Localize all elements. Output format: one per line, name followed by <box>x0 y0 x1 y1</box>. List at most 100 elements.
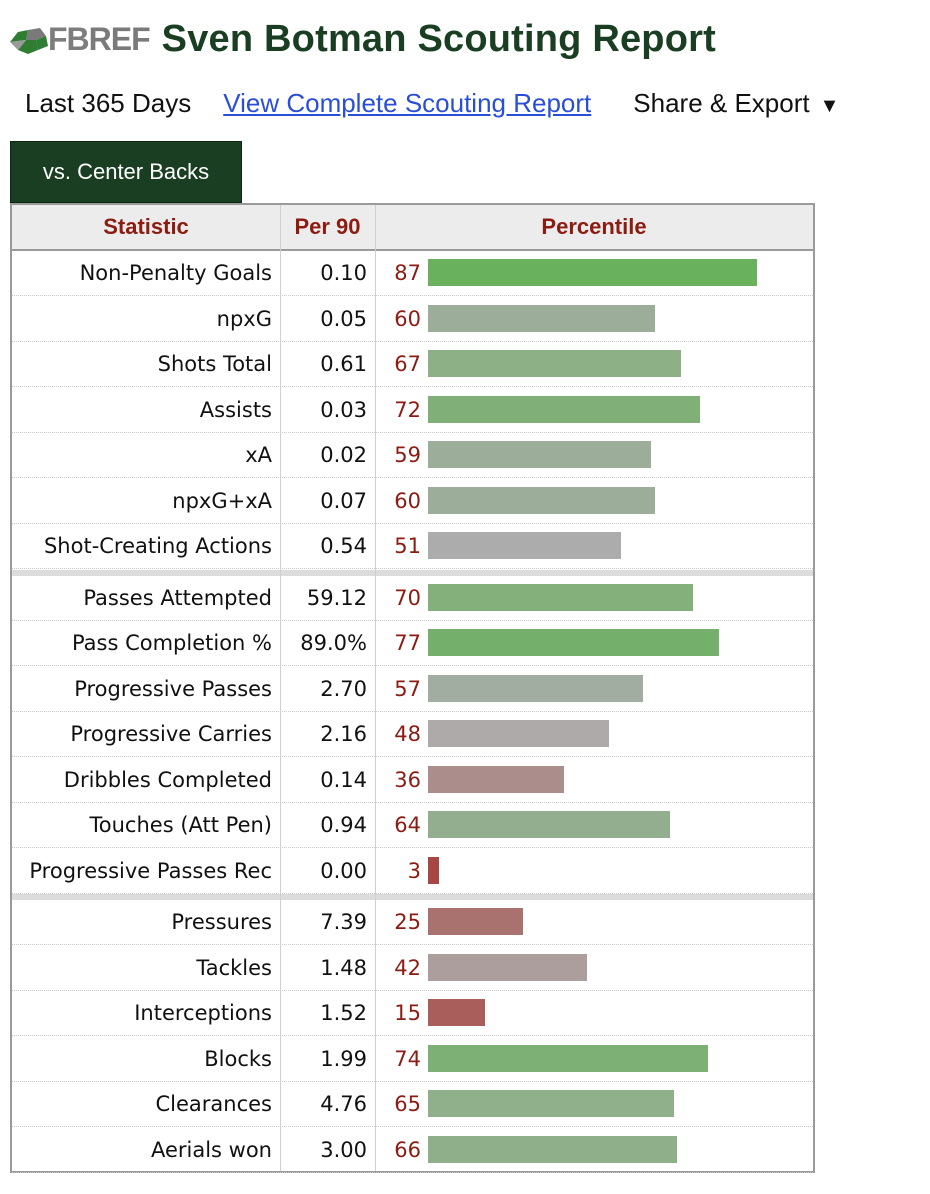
per90-value: 0.14 <box>320 767 367 792</box>
stat-name: Interceptions <box>134 1001 272 1025</box>
per90-value: 1.52 <box>320 1001 367 1025</box>
share-export-label: Share & Export <box>633 87 810 118</box>
per90-value: 1.48 <box>320 955 367 980</box>
group-separator <box>12 894 813 900</box>
percentile-value: 36 <box>394 767 421 792</box>
percentile-value: 64 <box>394 813 421 837</box>
table-row: Passes Attempted 59.12 70 <box>12 576 813 621</box>
scouting-table: Statistic Per 90 Percentile Non-Penalty … <box>10 203 815 1173</box>
percentile-bar <box>428 720 609 747</box>
percentile-value: 59 <box>394 443 421 467</box>
share-export-menu[interactable]: Share & Export ▼ <box>633 88 839 119</box>
table-row: Shot-Creating Actions 0.54 51 <box>12 524 813 569</box>
stat-name: Touches (Att Pen) <box>89 813 272 837</box>
table-row: Interceptions 1.52 15 <box>12 991 813 1036</box>
report-subbar: Last 365 Days View Complete Scouting Rep… <box>25 86 910 120</box>
column-divider <box>375 205 376 1171</box>
percentile-bar <box>428 953 587 981</box>
table-row: Progressive Passes 2.70 57 <box>12 667 813 712</box>
percentile-value: 74 <box>394 1046 421 1071</box>
percentile-value: 67 <box>394 352 421 376</box>
stat-name: Non-Penalty Goals <box>79 261 272 285</box>
page-title: Sven Botman Scouting Report <box>161 18 716 60</box>
stat-name: Pressures <box>171 910 272 934</box>
stat-name: Tackles <box>196 955 272 980</box>
chevron-down-icon: ▼ <box>819 94 840 117</box>
stat-name: xA <box>245 443 272 467</box>
table-row: npxG 0.05 60 <box>12 297 813 342</box>
page-header: FBREF Sven Botman Scouting Report <box>8 14 716 64</box>
per90-value: 7.39 <box>320 910 367 934</box>
percentile-value: 51 <box>394 534 421 558</box>
table-row: Dribbles Completed 0.14 36 <box>12 758 813 803</box>
per90-value: 2.70 <box>320 676 367 701</box>
table-row: Aerials won 3.00 66 <box>12 1128 813 1173</box>
table-row: Progressive Carries 2.16 48 <box>12 712 813 757</box>
stat-name: Progressive Passes <box>74 676 272 701</box>
group-separator <box>12 569 813 576</box>
percentile-bar <box>428 674 643 702</box>
table-row: Non-Penalty Goals 0.10 87 <box>12 251 813 296</box>
per90-value: 0.94 <box>320 813 367 837</box>
table-row: Blocks 1.99 74 <box>12 1037 813 1082</box>
stat-name: Clearances <box>155 1092 272 1116</box>
stat-name: Passes Attempted <box>83 585 272 610</box>
period-label: Last 365 Days <box>25 87 192 118</box>
percentile-value: 87 <box>394 261 421 285</box>
percentile-bar <box>428 908 523 935</box>
tab-center-backs[interactable]: vs. Center Backs <box>10 141 242 203</box>
per90-value: 3.00 <box>320 1137 367 1162</box>
table-row: Touches (Att Pen) 0.94 64 <box>12 803 813 848</box>
percentile-value: 15 <box>394 1001 421 1025</box>
stat-name: Progressive Passes Rec <box>29 858 272 883</box>
per90-value: 0.03 <box>320 397 367 422</box>
table-row: xA 0.02 59 <box>12 433 813 478</box>
header-statistic[interactable]: Statistic <box>103 214 189 239</box>
percentile-bar <box>428 1044 708 1072</box>
header-percentile[interactable]: Percentile <box>541 214 647 239</box>
percentile-bar <box>428 350 681 377</box>
percentile-value: 60 <box>394 306 421 331</box>
table-row: Assists 0.03 72 <box>12 388 813 433</box>
header-per90[interactable]: Per 90 <box>294 214 361 239</box>
stat-name: npxG <box>216 306 272 331</box>
soccer-ball-icon <box>10 28 48 54</box>
percentile-value: 60 <box>394 488 421 513</box>
percentile-value: 3 <box>407 858 421 883</box>
percentile-bar <box>428 1090 674 1117</box>
percentile-value: 70 <box>394 585 421 610</box>
percentile-bar <box>428 259 757 286</box>
per90-value: 89.0% <box>300 631 367 655</box>
per90-value: 0.10 <box>320 261 367 285</box>
percentile-bar <box>428 441 651 468</box>
percentile-value: 72 <box>394 397 421 422</box>
per90-value: 0.05 <box>320 306 367 331</box>
percentile-value: 57 <box>394 676 421 701</box>
table-row: Pressures 7.39 25 <box>12 900 813 945</box>
stat-name: Pass Completion % <box>71 631 272 655</box>
table-row: npxG+xA 0.07 60 <box>12 479 813 524</box>
percentile-value: 66 <box>394 1137 421 1162</box>
stat-name: Shots Total <box>157 352 272 376</box>
table-row: Shots Total 0.61 67 <box>12 342 813 387</box>
complete-report-link[interactable]: View Complete Scouting Report <box>223 87 592 118</box>
stat-name: Progressive Carries <box>70 722 272 746</box>
percentile-bar <box>428 486 655 514</box>
per90-value: 0.54 <box>320 534 367 558</box>
percentile-value: 42 <box>394 955 421 980</box>
logo-text: FBREF <box>48 21 151 57</box>
percentile-bar <box>428 811 670 838</box>
per90-value: 1.99 <box>320 1046 367 1071</box>
percentile-bar <box>428 999 485 1026</box>
table-row: Progressive Passes Rec 0.00 3 <box>12 849 813 894</box>
stat-name: Dribbles Completed <box>63 767 272 792</box>
percentile-bar <box>428 856 439 884</box>
stat-name: Assists <box>199 397 272 422</box>
percentile-bar <box>428 583 693 611</box>
fbref-logo[interactable]: FBREF <box>8 19 151 59</box>
per90-value: 0.07 <box>320 488 367 513</box>
percentile-bar <box>428 629 719 656</box>
percentile-bar <box>428 395 700 423</box>
column-divider <box>280 205 281 1171</box>
table-header: Statistic Per 90 Percentile <box>12 205 813 251</box>
